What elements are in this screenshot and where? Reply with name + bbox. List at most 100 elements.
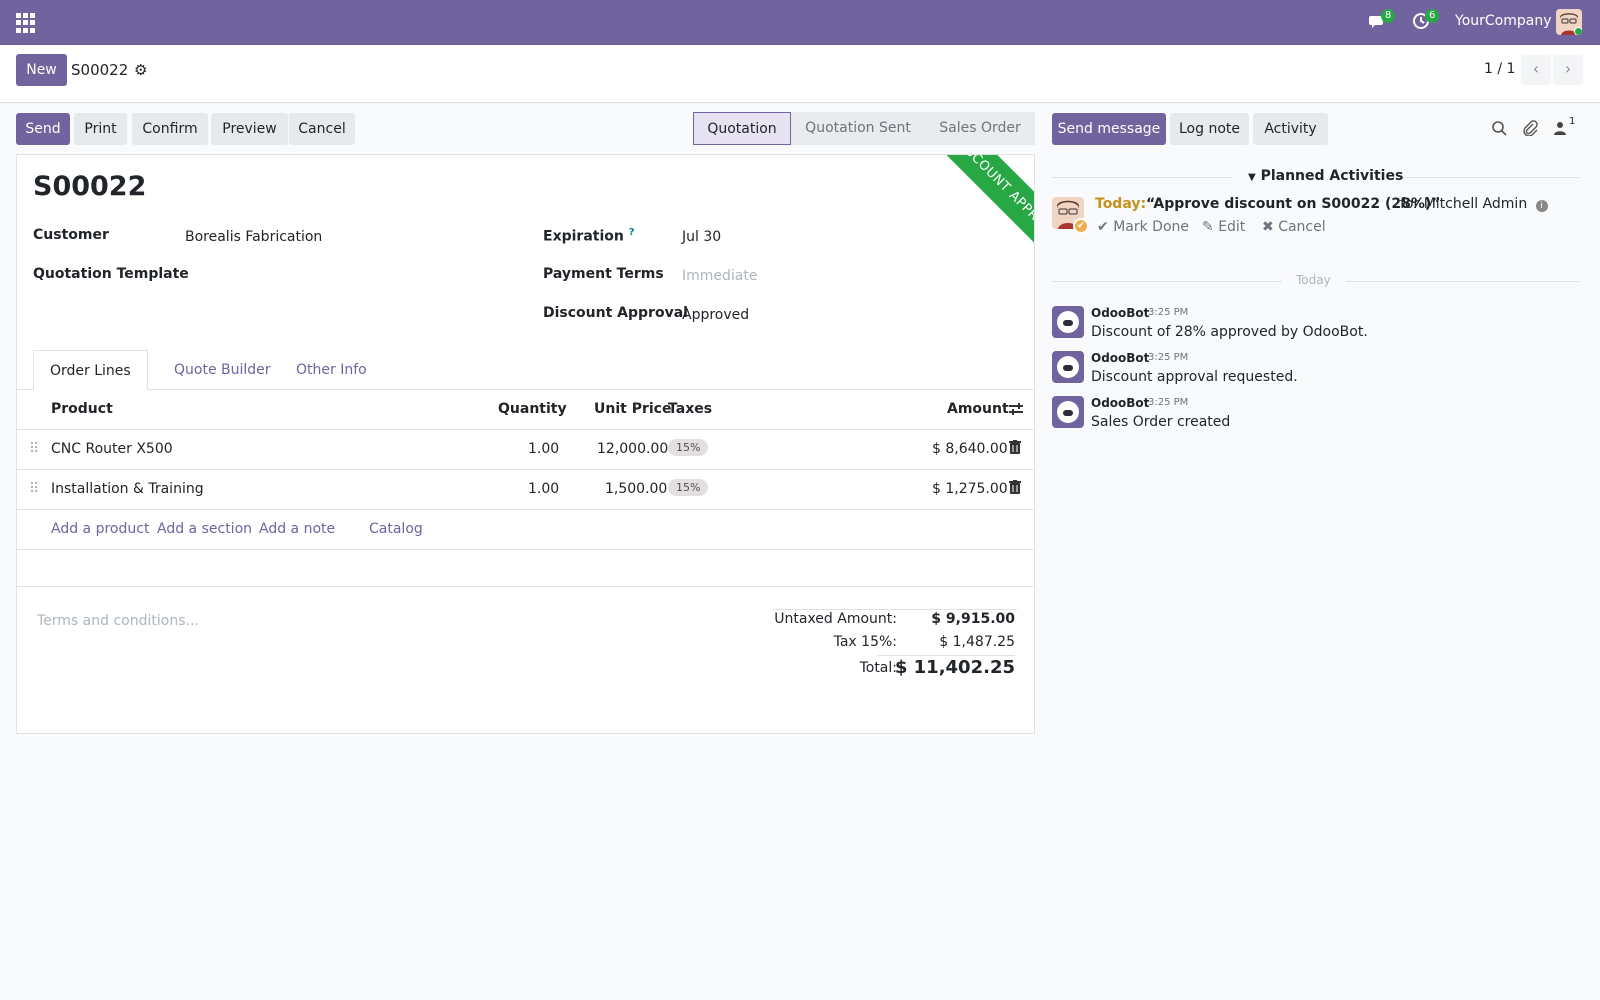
pager-previous-icon[interactable]: ‹: [1521, 55, 1551, 85]
row-product[interactable]: CNC Router X500: [51, 441, 173, 457]
separator-line: [1052, 281, 1282, 282]
row-quantity[interactable]: 1.00: [528, 481, 560, 497]
followers-icon[interactable]: 1: [1553, 116, 1583, 138]
message-time: 3:25 PM: [1148, 307, 1189, 318]
row-tax-badge[interactable]: 15%: [668, 439, 709, 456]
activity-user-avatar: ✔: [1052, 197, 1089, 234]
log-note-button[interactable]: Log note: [1170, 113, 1249, 145]
table-row[interactable]: ⠿ Installation & Training 1.00 1,500.00 …: [17, 470, 1034, 510]
drag-handle-icon[interactable]: ⠿: [29, 481, 40, 497]
status-quotation-sent[interactable]: Quotation Sent: [791, 112, 925, 145]
row-amount: $ 8,640.00: [932, 441, 1008, 457]
add-product-link[interactable]: Add a product: [51, 521, 150, 537]
attachment-icon[interactable]: [1522, 120, 1540, 138]
message-time: 3:25 PM: [1148, 352, 1189, 363]
messaging-icon[interactable]: 8: [1368, 9, 1396, 34]
drag-handle-icon[interactable]: ⠿: [29, 441, 40, 457]
search-icon[interactable]: [1491, 120, 1509, 138]
terms-conditions-field[interactable]: Terms and conditions...: [37, 613, 199, 629]
quotation-template-label: Quotation Template: [33, 266, 189, 282]
row-amount: $ 1,275.00: [932, 481, 1008, 497]
message-author[interactable]: OdooBot: [1091, 306, 1150, 320]
cancel-activity-link[interactable]: ✖ Cancel: [1262, 219, 1326, 235]
activity-due-label: Today:: [1095, 196, 1147, 212]
activity-button[interactable]: Activity: [1253, 113, 1328, 145]
catalog-link[interactable]: Catalog: [369, 521, 423, 537]
info-icon[interactable]: i: [1535, 200, 1548, 212]
row-tax-badge[interactable]: 15%: [668, 479, 709, 496]
expiration-field[interactable]: Jul 30: [682, 229, 722, 245]
cancel-button[interactable]: Cancel: [289, 113, 355, 145]
activity-summary: “Approve discount on S00022 (28%)”: [1146, 196, 1441, 212]
edit-activity-link[interactable]: ✎ Edit: [1202, 219, 1246, 235]
followers-count: 1: [1569, 116, 1576, 127]
message-body: Discount approval requested.: [1091, 369, 1298, 385]
discount-approval-field[interactable]: Approved: [682, 307, 750, 323]
send-message-button[interactable]: Send message: [1052, 113, 1166, 145]
delete-line-icon[interactable]: [1009, 480, 1023, 494]
pager-next-icon[interactable]: ›: [1553, 55, 1583, 85]
message-body: Discount of 28% approved by OdooBot.: [1091, 324, 1368, 340]
message-time: 3:25 PM: [1148, 397, 1189, 408]
delete-line-icon[interactable]: [1009, 440, 1023, 454]
pencil-icon: ✎: [1202, 219, 1214, 235]
column-amount[interactable]: Amount: [947, 401, 1009, 417]
pager-value[interactable]: 1 / 1: [1484, 61, 1516, 77]
tab-order-lines[interactable]: Order Lines: [33, 350, 148, 390]
times-icon: ✖: [1262, 219, 1274, 235]
row-unit-price[interactable]: 1,500.00: [605, 481, 668, 497]
untaxed-amount-label: Untaxed Amount:: [774, 611, 897, 627]
company-switcher[interactable]: YourCompany: [1455, 13, 1552, 29]
row-product[interactable]: Installation & Training: [51, 481, 204, 497]
top-navbar: 8 6 YourCompany: [0, 0, 1600, 45]
payment-terms-field[interactable]: Immediate: [682, 268, 758, 284]
expiration-help-icon[interactable]: ?: [628, 227, 635, 238]
separator-line: [1402, 177, 1579, 178]
message-author[interactable]: OdooBot: [1091, 396, 1150, 410]
row-quantity[interactable]: 1.00: [528, 441, 560, 457]
gear-icon[interactable]: ⚙: [134, 61, 148, 79]
status-quotation[interactable]: Quotation: [693, 112, 791, 145]
customer-label: Customer: [33, 227, 109, 243]
activity-check-icon: ✔: [1073, 218, 1089, 234]
confirm-button[interactable]: Confirm: [132, 113, 208, 145]
new-button[interactable]: New: [16, 54, 67, 86]
activities-clock-icon[interactable]: 6: [1412, 9, 1440, 34]
apps-menu-icon[interactable]: [16, 13, 36, 33]
add-section-link[interactable]: Add a section: [157, 521, 253, 537]
planned-activities-toggle[interactable]: ▼ Planned Activities: [1248, 168, 1404, 184]
odoobot-avatar: [1052, 396, 1084, 428]
message-author[interactable]: OdooBot: [1091, 351, 1150, 365]
tab-other-info[interactable]: Other Info: [296, 362, 367, 378]
empty-row: [17, 550, 1034, 587]
row-unit-price[interactable]: 12,000.00: [597, 441, 669, 457]
status-sales-order[interactable]: Sales Order: [925, 112, 1035, 145]
tax-label: Tax 15%:: [833, 634, 897, 650]
check-icon: ✔: [1097, 219, 1109, 235]
column-quantity[interactable]: Quantity: [498, 401, 567, 417]
order-title: S00022: [33, 171, 147, 202]
quotation-template-field[interactable]: [185, 266, 485, 286]
untaxed-amount-value: $ 9,915.00: [931, 611, 1015, 627]
column-unit-price[interactable]: Unit Price: [594, 401, 672, 417]
odoobot-avatar: [1052, 351, 1084, 383]
mark-done-link[interactable]: ✔ Mark Done: [1097, 219, 1189, 235]
separator-line: [1346, 281, 1579, 282]
print-button[interactable]: Print: [74, 113, 127, 145]
user-avatar[interactable]: [1556, 9, 1582, 35]
preview-button[interactable]: Preview: [211, 113, 288, 145]
send-button[interactable]: Send: [16, 113, 70, 145]
message-body: Sales Order created: [1091, 414, 1231, 430]
total-label: Total:: [859, 660, 897, 676]
optional-columns-icon[interactable]: [1008, 402, 1024, 420]
table-row[interactable]: ⠿ CNC Router X500 1.00 12,000.00 15% $ 8…: [17, 430, 1034, 470]
messages-count-badge: 8: [1381, 9, 1396, 23]
tab-quote-builder[interactable]: Quote Builder: [174, 362, 271, 378]
activity-assignee: for Mitchell Admin i: [1400, 196, 1548, 212]
form-sheet: DISCOUNT APPROVED S00022 Customer Boreal…: [16, 154, 1035, 734]
column-product[interactable]: Product: [51, 401, 113, 417]
customer-field[interactable]: Borealis Fabrication: [185, 229, 323, 245]
order-lines-header: Product Quantity Unit Price Taxes Amount: [17, 390, 1034, 430]
column-taxes[interactable]: Taxes: [668, 401, 713, 417]
add-note-link[interactable]: Add a note: [259, 521, 336, 537]
